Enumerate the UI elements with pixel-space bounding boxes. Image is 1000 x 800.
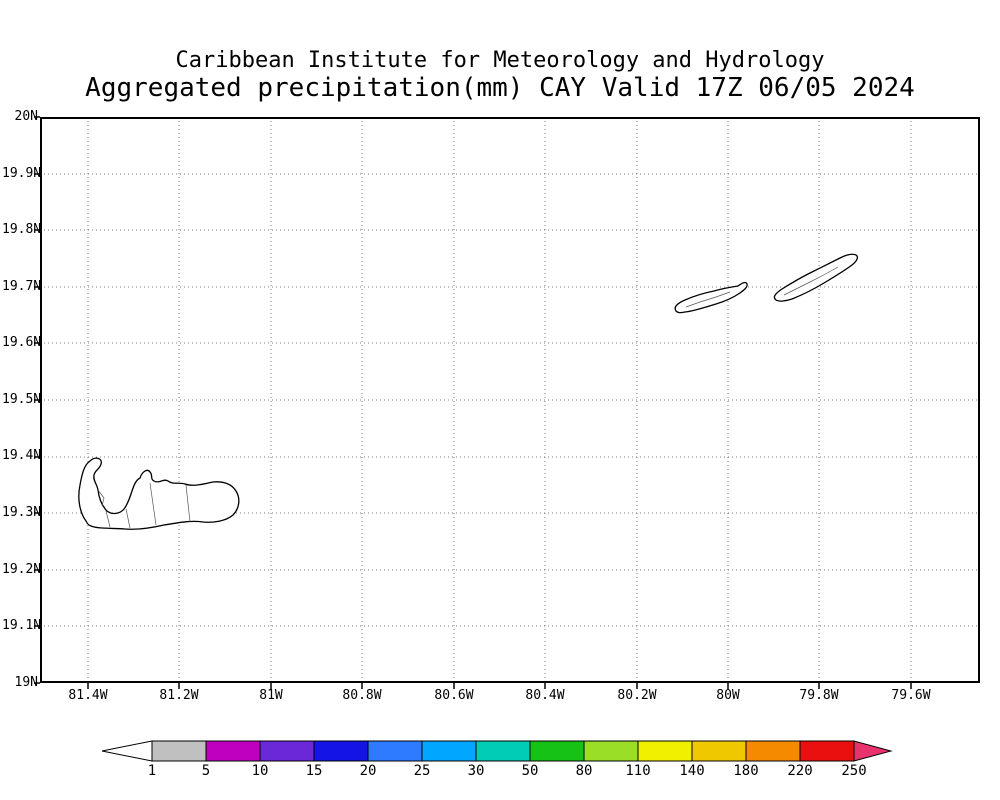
little-cayman-coastline	[674, 281, 748, 314]
grand-cayman-district-line	[149, 482, 157, 526]
colorbar-label: 50	[521, 763, 539, 779]
grand-cayman-district-line	[97, 489, 105, 507]
y-axis-label: 19.8N	[2, 222, 42, 237]
map-plot-area	[34, 116, 980, 689]
y-axis-label: 19.7N	[2, 279, 42, 294]
plot-title: Aggregated precipitation(mm) CAY Valid 1…	[85, 73, 915, 103]
x-axis-label: 80.8W	[342, 688, 382, 703]
colorbar-segment	[421, 740, 477, 762]
colorbar-segment	[151, 740, 207, 762]
y-axis-label: 19.6N	[2, 335, 42, 350]
colorbar-label: 180	[733, 763, 759, 779]
colorbar-segment	[259, 740, 315, 762]
y-axis-label: 19N	[14, 675, 38, 690]
x-axis-label: 80.4W	[525, 688, 565, 703]
grand-cayman-district-line	[105, 510, 111, 528]
colorbar-segment	[691, 740, 747, 762]
colorbar-segment	[205, 740, 261, 762]
colorbar-label: 25	[413, 763, 431, 779]
map-frame	[40, 117, 980, 683]
colorbar-segment	[637, 740, 693, 762]
colorbar-segment	[367, 740, 423, 762]
cayman-brac-coastline	[773, 253, 859, 302]
y-axis-label: 19.1N	[2, 618, 42, 633]
colorbar-segment	[799, 740, 855, 762]
grand-cayman-district-line	[185, 484, 191, 523]
y-axis-label: 19.4N	[2, 448, 42, 463]
x-axis-label: 80.2W	[617, 688, 657, 703]
colorbar-segment	[583, 740, 639, 762]
colorbar-right-arrow	[853, 740, 893, 762]
x-axis-label: 81W	[259, 688, 283, 703]
axis-ticks	[34, 116, 912, 689]
colorbar-segment	[475, 740, 531, 762]
y-axis-label: 19.2N	[2, 562, 42, 577]
y-axis-label: 19.3N	[2, 505, 42, 520]
grand-cayman-island	[78, 457, 240, 530]
colorbar-label: 30	[467, 763, 485, 779]
colorbar-label: 80	[575, 763, 593, 779]
precipitation-colorbar	[101, 740, 893, 762]
x-axis-label: 81.2W	[159, 688, 199, 703]
colorbar-label: 5	[201, 763, 211, 779]
little-cayman-island	[674, 281, 748, 314]
x-axis-label: 81.4W	[68, 688, 108, 703]
institute-title: Caribbean Institute for Meteorology and …	[175, 48, 825, 73]
grand-cayman-coastline	[78, 457, 240, 530]
colorbar-segment	[313, 740, 369, 762]
grand-cayman-district-line	[125, 508, 131, 529]
colorbar-left-arrow	[101, 740, 153, 762]
x-axis-label: 79.6W	[891, 688, 931, 703]
grid-lines	[40, 117, 980, 683]
colorbar-label: 140	[679, 763, 705, 779]
little-cayman-district-line	[685, 291, 731, 308]
colorbar-label: 1	[147, 763, 157, 779]
colorbar-label: 110	[625, 763, 651, 779]
colorbar-segment	[529, 740, 585, 762]
colorbar-label: 10	[251, 763, 269, 779]
colorbar-label: 20	[359, 763, 377, 779]
colorbar-segment	[745, 740, 801, 762]
y-axis-label: 19.9N	[2, 166, 42, 181]
colorbar-label: 250	[841, 763, 867, 779]
x-axis-label: 79.8W	[799, 688, 839, 703]
y-axis-label: 20N	[14, 109, 38, 124]
colorbar-label: 15	[305, 763, 323, 779]
x-axis-label: 80.6W	[434, 688, 474, 703]
cayman-brac-island	[773, 253, 859, 302]
cayman-brac-district-line	[783, 266, 839, 296]
x-axis-label: 80W	[716, 688, 740, 703]
colorbar-label: 220	[787, 763, 813, 779]
y-axis-label: 19.5N	[2, 392, 42, 407]
